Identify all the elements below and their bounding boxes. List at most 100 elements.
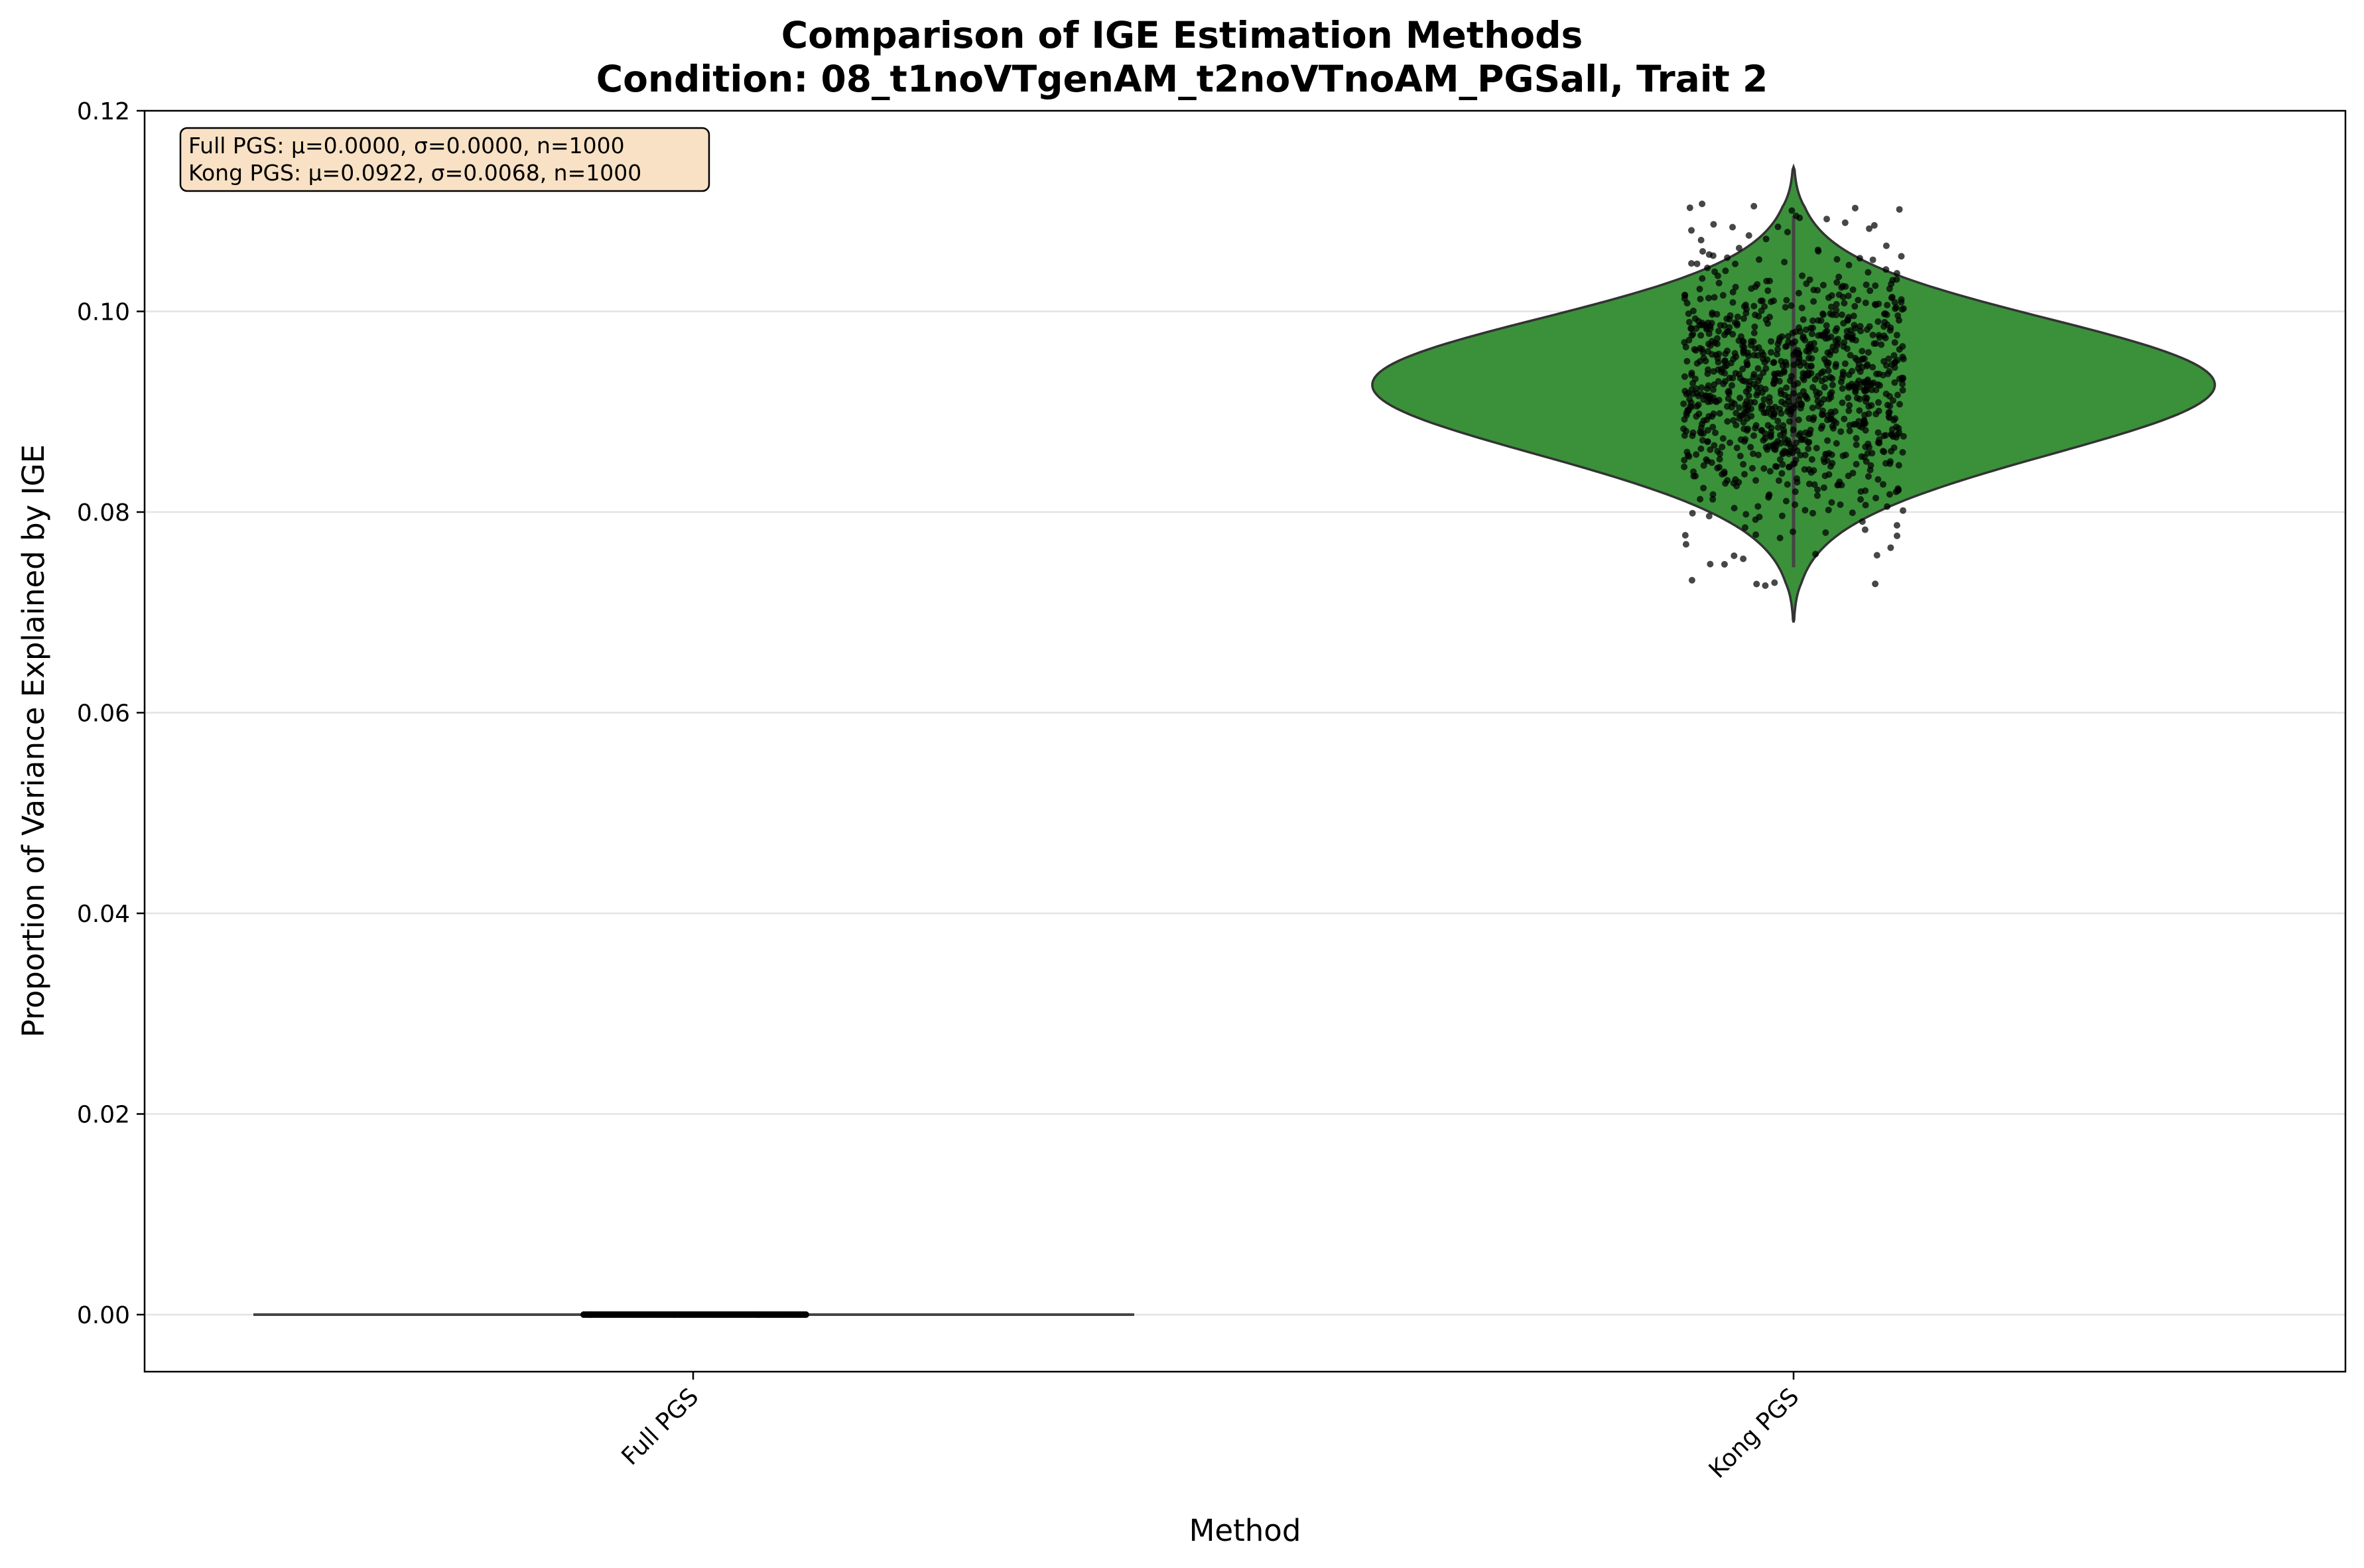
kong-pgs-point: [1713, 335, 1721, 342]
kong-pgs-point: [1850, 421, 1857, 428]
kong-pgs-point: [1845, 472, 1852, 480]
kong-pgs-point: [1783, 384, 1790, 391]
kong-pgs-point: [1765, 493, 1772, 501]
kong-pgs-point: [1732, 283, 1739, 291]
kong-pgs-point: [1899, 343, 1906, 350]
kong-pgs-point: [1804, 438, 1811, 446]
kong-pgs-point: [1715, 397, 1723, 404]
kong-pgs-point: [1729, 224, 1736, 231]
kong-pgs-point: [1731, 552, 1738, 559]
kong-pgs-point: [1839, 374, 1846, 381]
kong-pgs-point: [1892, 305, 1899, 312]
kong-pgs-point: [1868, 386, 1875, 393]
kong-pgs-point: [1782, 497, 1790, 505]
kong-pgs-point: [1865, 473, 1872, 480]
kong-pgs-point: [1820, 396, 1827, 403]
kong-pgs-point: [1808, 330, 1815, 338]
kong-pgs-point: [1887, 544, 1894, 551]
kong-pgs-point: [1820, 484, 1827, 491]
kong-pgs-point: [1723, 328, 1731, 336]
kong-pgs-point: [1779, 362, 1786, 369]
x-tick-label: Full PGS: [617, 1383, 704, 1470]
kong-pgs-point: [1697, 495, 1704, 503]
kong-pgs-point: [1869, 256, 1876, 263]
kong-pgs-point: [1864, 376, 1871, 383]
kong-pgs-point: [1845, 407, 1853, 415]
kong-pgs-point: [1788, 207, 1796, 214]
kong-pgs-point: [1757, 297, 1764, 304]
kong-pgs-point: [1707, 560, 1714, 568]
kong-pgs-point: [1807, 363, 1815, 369]
kong-pgs-point: [1710, 368, 1717, 375]
kong-pgs-point: [1788, 443, 1794, 450]
kong-pgs-point: [1762, 430, 1768, 437]
kong-pgs-point: [1825, 367, 1832, 374]
kong-pgs-point: [1795, 417, 1802, 423]
kong-pgs-point: [1739, 342, 1746, 350]
kong-pgs-point: [1744, 407, 1752, 414]
kong-pgs-point: [1705, 340, 1712, 348]
kong-pgs-point: [1737, 436, 1744, 443]
kong-pgs-point: [1887, 324, 1894, 332]
kong-pgs-point: [1776, 535, 1784, 542]
kong-pgs-point: [1708, 459, 1715, 466]
kong-pgs-point: [1680, 400, 1687, 407]
kong-pgs-point: [1715, 279, 1723, 287]
kong-pgs-point: [1900, 432, 1907, 440]
kong-pgs-point: [1751, 323, 1758, 330]
kong-pgs-point: [1695, 410, 1703, 417]
kong-pgs-point: [1796, 350, 1803, 357]
kong-pgs-point: [1841, 360, 1849, 367]
kong-pgs-point: [1857, 496, 1864, 503]
kong-pgs-point: [1786, 464, 1792, 471]
kong-pgs-point: [1814, 486, 1821, 493]
kong-pgs-point: [1896, 206, 1903, 213]
kong-pgs-point: [1766, 277, 1773, 285]
kong-pgs-point: [1766, 394, 1773, 401]
y-axis: 0.00 0.02 0.04 0.06 0.08 0.10 0.12: [77, 98, 145, 1329]
kong-pgs-point: [1798, 304, 1806, 312]
kong-pgs-point: [1699, 248, 1706, 255]
kong-pgs-point: [1688, 227, 1695, 234]
kong-pgs-point: [1791, 381, 1798, 389]
kong-pgs-point: [1770, 359, 1778, 366]
kong-pgs-point: [1825, 395, 1833, 403]
kong-pgs-point: [1841, 415, 1848, 423]
kong-pgs-point: [1880, 332, 1888, 340]
kong-pgs-point: [1841, 219, 1849, 226]
kong-pgs-point: [1808, 355, 1815, 362]
kong-pgs-point: [1873, 552, 1880, 559]
kong-pgs-point: [1833, 279, 1841, 286]
kong-pgs-point: [1734, 313, 1741, 320]
kong-pgs-point: [1750, 202, 1758, 210]
kong-pgs-point: [1823, 216, 1830, 223]
kong-pgs-point: [1859, 518, 1866, 525]
kong-pgs-point: [1742, 511, 1750, 518]
kong-pgs-point: [1851, 204, 1859, 212]
kong-pgs-point: [1729, 375, 1737, 381]
kong-pgs-point: [1768, 349, 1774, 356]
kong-pgs-point: [1828, 499, 1835, 506]
kong-pgs-point: [1869, 363, 1876, 371]
kong-pgs-point: [1705, 513, 1713, 520]
kong-pgs-point: [1880, 371, 1887, 379]
kong-pgs-point: [1713, 340, 1721, 348]
kong-pgs-point: [1825, 471, 1833, 478]
kong-pgs-point: [1760, 436, 1767, 444]
kong-pgs-point: [1882, 266, 1890, 273]
kong-pgs-point: [1833, 440, 1840, 447]
kong-pgs-point: [1781, 391, 1788, 399]
kong-pgs-point: [1866, 225, 1872, 232]
kong-pgs-point: [1698, 384, 1705, 391]
kong-pgs-point: [1760, 396, 1768, 403]
kong-pgs-point: [1747, 444, 1754, 451]
kong-pgs-point: [1859, 356, 1867, 363]
kong-pgs-point: [1790, 426, 1797, 434]
kong-pgs-point: [1716, 456, 1723, 463]
kong-pgs-point: [1888, 431, 1896, 438]
kong-pgs-point: [1710, 221, 1717, 228]
kong-pgs-point: [1825, 294, 1832, 301]
kong-pgs-point: [1809, 509, 1816, 517]
stats-box-background: [179, 127, 710, 192]
kong-pgs-point: [1806, 480, 1813, 488]
